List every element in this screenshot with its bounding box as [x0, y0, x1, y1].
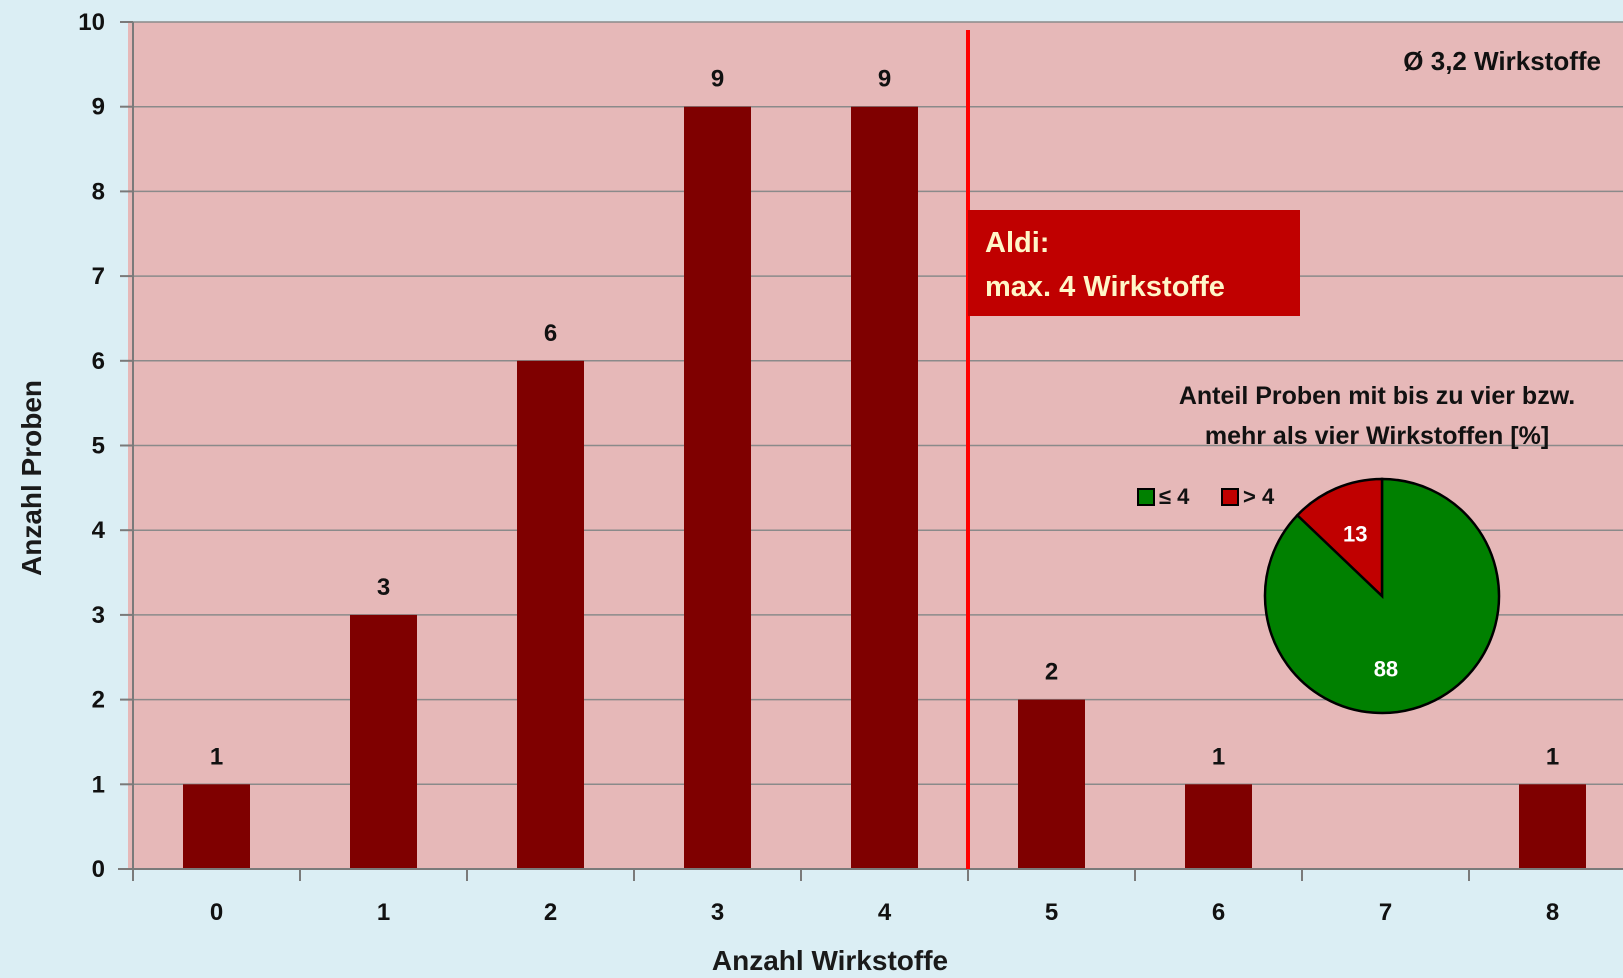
bar-3 — [684, 106, 751, 869]
data-label-1: 3 — [377, 574, 390, 601]
legend-swatch-le4 — [1137, 488, 1155, 506]
y-tick-label-4: 4 — [92, 517, 106, 544]
y-tick-label-2: 2 — [92, 687, 105, 714]
x-tick-label-2: 2 — [544, 899, 557, 926]
legend-label-le4: ≤ 4 — [1159, 484, 1190, 509]
y-tick-label-7: 7 — [92, 263, 105, 290]
bar-8 — [1519, 784, 1586, 869]
y-tick-label-0: 0 — [92, 856, 105, 883]
average-annotation: Ø 3,2 Wirkstoffe — [1403, 46, 1601, 76]
x-axis-title: Anzahl Wirkstoffe — [712, 945, 948, 976]
pie-label-gt4: 13 — [1343, 522, 1367, 547]
y-tick-label-3: 3 — [92, 602, 105, 629]
bar-1 — [350, 614, 417, 869]
x-tick-label-0: 0 — [210, 899, 223, 926]
legend-label-gt4: > 4 — [1243, 484, 1275, 509]
pie-slice-gt4 — [1295, 477, 1384, 599]
pie-slices: 13 88 — [1263, 477, 1501, 715]
x-tick-label-7: 7 — [1379, 899, 1392, 926]
y-tick-label-6: 6 — [92, 348, 105, 375]
data-label-0: 1 — [210, 743, 223, 770]
x-tick-label-5: 5 — [1045, 899, 1058, 926]
data-label-6: 1 — [1212, 743, 1225, 770]
y-tick-label-10: 10 — [78, 9, 105, 36]
y-tick-label-1: 1 — [92, 771, 105, 798]
pie-title-line-2: mehr als vier Wirkstoffen [%] — [1205, 422, 1549, 450]
bar-0 — [183, 784, 250, 869]
bar-series — [183, 106, 1586, 869]
bar-2 — [517, 360, 584, 869]
legend-swatch-gt4 — [1221, 488, 1239, 506]
limit-callout-box — [968, 210, 1300, 316]
axes — [118, 21, 1623, 881]
bar-5 — [1018, 699, 1085, 869]
pie-title-line-1: Anteil Proben mit bis zu vier bzw. — [1179, 382, 1575, 410]
data-label-5: 2 — [1045, 659, 1058, 686]
y-axis-tick-labels: 0 1 2 3 4 5 6 7 8 9 10 — [78, 9, 105, 883]
y-tick-label-9: 9 — [92, 94, 105, 121]
x-axis-tick-labels: 0 1 2 3 4 5 6 7 8 — [210, 899, 1559, 926]
y-axis-title: Anzahl Proben — [16, 380, 47, 576]
x-tick-label-6: 6 — [1212, 899, 1225, 926]
data-label-8: 1 — [1546, 743, 1559, 770]
x-tick-label-8: 8 — [1546, 899, 1559, 926]
pie-label-le4: 88 — [1374, 656, 1398, 681]
x-tick-label-3: 3 — [711, 899, 724, 926]
data-label-4: 9 — [878, 66, 891, 93]
y-tick-label-5: 5 — [92, 433, 105, 460]
x-tick-label-4: 4 — [878, 899, 892, 926]
limit-callout-line-2: max. 4 Wirkstoffe — [985, 271, 1225, 303]
inset-pie-chart: Anteil Proben mit bis zu vier bzw. mehr … — [1137, 382, 1575, 715]
bar-6 — [1185, 784, 1252, 869]
bar-4 — [851, 106, 918, 869]
x-tick-label-1: 1 — [377, 899, 390, 926]
y-tick-label-8: 8 — [92, 178, 105, 205]
limit-callout: Aldi: max. 4 Wirkstoffe — [968, 210, 1300, 316]
pie-legend: ≤ 4 > 4 — [1137, 484, 1275, 509]
data-label-3: 9 — [711, 66, 724, 93]
data-label-2: 6 — [544, 320, 557, 347]
limit-callout-line-1: Aldi: — [985, 227, 1049, 259]
